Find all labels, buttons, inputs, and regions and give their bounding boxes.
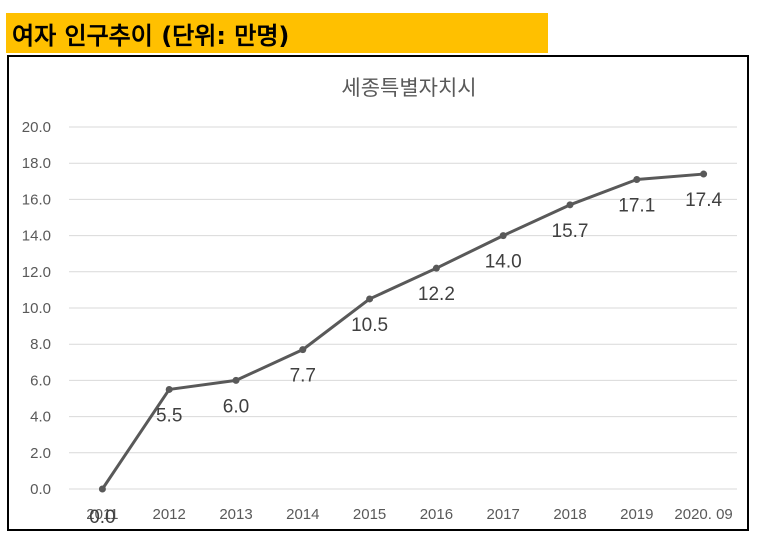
data-point xyxy=(165,385,173,393)
data-label: 6.0 xyxy=(223,396,249,417)
chart-banner-title: 여자 인구추이 (단위: 만명) xyxy=(6,13,548,53)
x-tick-label: 2019 xyxy=(620,506,653,523)
y-tick-label: 4.0 xyxy=(30,409,51,426)
data-label: 10.5 xyxy=(351,315,388,336)
chart-frame: 세종특별자치시 0.0 2.0 4.0 6.0 8.0 10.0 12.0 14.0 16.0 18… xyxy=(7,55,749,531)
y-tick-label: 8.0 xyxy=(30,336,51,353)
data-point xyxy=(633,175,641,183)
x-tick-label: 2011 xyxy=(86,506,118,523)
x-tick-label: 2018 xyxy=(553,506,586,523)
y-tick-label: 18.0 xyxy=(22,155,51,172)
data-point xyxy=(299,346,307,354)
y-tick-label: 10.0 xyxy=(22,300,51,317)
data-point xyxy=(232,376,240,384)
y-tick-label: 2.0 xyxy=(30,445,51,462)
x-tick-label: 2016 xyxy=(420,506,453,523)
chart-title: 세종특별자치시 xyxy=(341,77,476,100)
data-label: 7.7 xyxy=(290,366,316,387)
y-tick-label: 12.0 xyxy=(22,264,51,281)
x-tick-label: 2020. 09 xyxy=(674,506,732,523)
data-point xyxy=(700,170,708,178)
x-tick-label: 2013 xyxy=(219,506,252,523)
y-tick-label: 0.0 xyxy=(30,481,51,498)
data-point xyxy=(366,295,374,303)
data-label: 12.2 xyxy=(418,284,455,305)
data-label: 17.4 xyxy=(685,190,722,211)
data-label: 14.0 xyxy=(485,252,522,273)
line-chart: 세종특별자치시 0.0 2.0 4.0 6.0 8.0 10.0 12.0 14.0 16.0 18… xyxy=(22,77,737,528)
data-label: 0.0 xyxy=(89,507,115,528)
y-tick-label: 14.0 xyxy=(22,228,51,245)
data-label: 15.7 xyxy=(552,221,589,242)
x-tick-label: 2015 xyxy=(353,506,386,523)
y-tick-label: 20.0 xyxy=(22,119,51,136)
x-tick-label: 2017 xyxy=(487,506,520,523)
y-tick-label: 16.0 xyxy=(22,191,51,208)
data-label: 17.1 xyxy=(618,195,655,216)
y-tick-label: 6.0 xyxy=(30,372,51,389)
data-label: 5.5 xyxy=(156,405,182,426)
series-line xyxy=(101,172,704,490)
data-point xyxy=(566,201,574,209)
data-point xyxy=(98,485,106,493)
x-tick-label: 2014 xyxy=(286,506,319,523)
data-point xyxy=(499,232,507,240)
x-tick-label: 2012 xyxy=(153,506,186,523)
data-point xyxy=(432,264,440,272)
